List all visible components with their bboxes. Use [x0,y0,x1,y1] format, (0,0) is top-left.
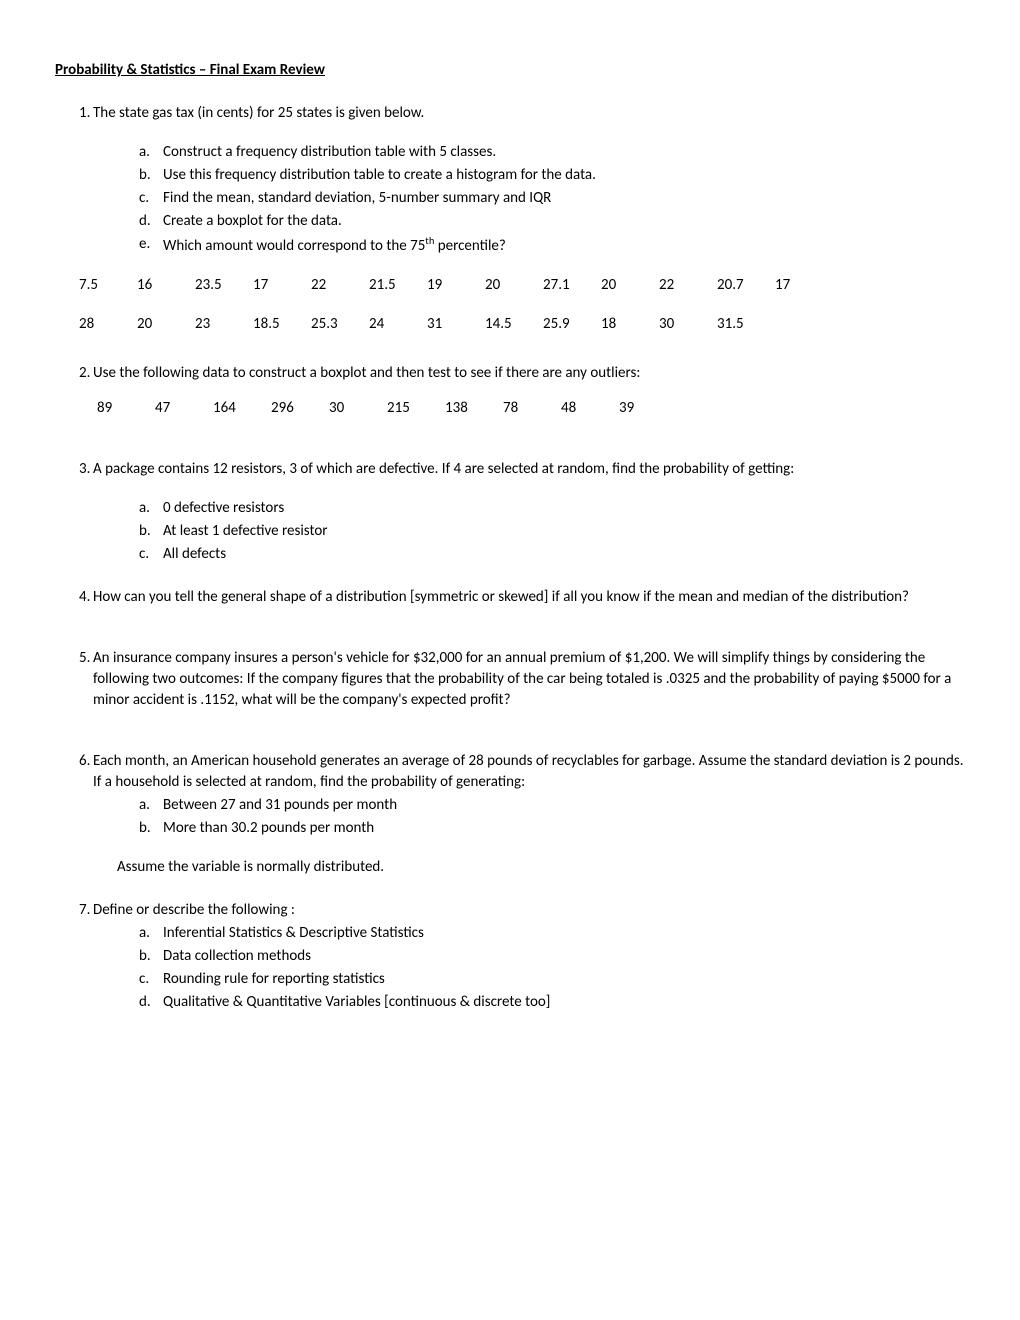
q6-number: 6. [55,751,85,793]
q1-sub-e-letter: e. [139,234,163,257]
q1-data-row-1: 7.5 16 23.5 17 22 21.5 19 20 27.1 20 22 … [79,275,965,296]
data-cell: 27.1 [543,275,601,296]
data-cell: 164 [213,398,271,419]
q2-data-row: 89 47 164 296 30 215 138 78 48 39 [97,398,965,419]
data-cell: 17 [253,275,311,296]
document-title: Probability & Statistics – Final Exam Re… [55,60,965,81]
data-cell: 138 [445,398,503,419]
q7-sub-b-text: Data collection methods [163,946,965,967]
question-4: 4. How can you tell the general shape of… [55,587,965,608]
question-2: 2. Use the following data to construct a… [55,363,965,419]
q7-sub-b-letter: b. [139,946,163,967]
q3-sub-c-letter: c. [139,544,163,565]
question-5: 5. An insurance company insures a person… [55,648,965,711]
q4-text: How can you tell the general shape of a … [85,587,965,608]
data-cell: 22 [659,275,717,296]
q3-sub-a-text: 0 defective resistors [163,498,965,519]
question-6: 6. Each month, an American household gen… [55,751,965,878]
data-cell: 39 [619,398,677,419]
data-cell: 89 [97,398,155,419]
q1-sub-a-text: Construct a frequency distribution table… [163,142,965,163]
data-cell: 31.5 [717,314,775,335]
q3-number: 3. [55,459,85,480]
q4-number: 4. [55,587,85,608]
q3-sub-b-letter: b. [139,521,163,542]
data-cell: 25.3 [311,314,369,335]
q7-sub-a-text: Inferential Statistics & Descriptive Sta… [163,923,965,944]
q7-sub-c-text: Rounding rule for reporting statistics [163,969,965,990]
q7-sub-d-letter: d. [139,992,163,1013]
data-cell: 19 [427,275,485,296]
data-cell: 30 [329,398,387,419]
q1-sub-b-text: Use this frequency distribution table to… [163,165,965,186]
data-cell: 22 [311,275,369,296]
q7-text: Define or describe the following : [85,900,965,921]
data-cell: 17 [775,275,833,296]
q1-number: 1. [55,103,85,124]
q1-sub-a-letter: a. [139,142,163,163]
q7-sub-d-text: Qualitative & Quantitative Variables [co… [163,992,965,1013]
q3-text: A package contains 12 resistors, 3 of wh… [85,459,965,480]
data-cell: 18.5 [253,314,311,335]
data-cell: 7.5 [79,275,137,296]
data-cell: 20 [485,275,543,296]
q1-data-row-2: 28 20 23 18.5 25.3 24 31 14.5 25.9 18 30… [79,314,965,335]
q6-note: Assume the variable is normally distribu… [117,857,965,878]
data-cell: 296 [271,398,329,419]
q6-text: Each month, an American household genera… [85,751,965,793]
q1-data-table: 7.5 16 23.5 17 22 21.5 19 20 27.1 20 22 … [79,275,965,335]
q1-sub-c-text: Find the mean, standard deviation, 5-num… [163,188,965,209]
data-cell: 20.7 [717,275,775,296]
data-cell: 23 [195,314,253,335]
q2-number: 2. [55,363,85,384]
data-cell: 215 [387,398,445,419]
data-cell: 21.5 [369,275,427,296]
q6-sub-a-text: Between 27 and 31 pounds per month [163,795,965,816]
q6-sub-a-letter: a. [139,795,163,816]
q1-text: The state gas tax (in cents) for 25 stat… [85,103,965,124]
question-7: 7. Define or describe the following : a.… [55,900,965,1013]
q2-text: Use the following data to construct a bo… [85,363,965,384]
q7-sub-c-letter: c. [139,969,163,990]
data-cell: 18 [601,314,659,335]
data-cell: 48 [561,398,619,419]
question-3: 3. A package contains 12 resistors, 3 of… [55,459,965,565]
data-cell: 23.5 [195,275,253,296]
q7-sub-a-letter: a. [139,923,163,944]
q3-sub-c-text: All defects [163,544,965,565]
data-cell: 20 [601,275,659,296]
q6-sub-b-letter: b. [139,818,163,839]
data-cell: 20 [137,314,195,335]
q1-sub-c-letter: c. [139,188,163,209]
q7-number: 7. [55,900,85,921]
q5-number: 5. [55,648,85,711]
q3-sub-a-letter: a. [139,498,163,519]
data-cell: 24 [369,314,427,335]
data-cell: 78 [503,398,561,419]
data-cell: 28 [79,314,137,335]
q6-sub-b-text: More than 30.2 pounds per month [163,818,965,839]
q1-sub-b-letter: b. [139,165,163,186]
q1-sub-e-text: Which amount would correspond to the 75t… [163,234,965,257]
data-cell: 25.9 [543,314,601,335]
data-cell: 31 [427,314,485,335]
data-cell: 47 [155,398,213,419]
data-cell: 30 [659,314,717,335]
q1-sub-d-letter: d. [139,211,163,232]
data-cell: 16 [137,275,195,296]
q5-text: An insurance company insures a person's … [85,648,965,711]
q3-sub-b-text: At least 1 defective resistor [163,521,965,542]
data-cell: 14.5 [485,314,543,335]
q1-sub-d-text: Create a boxplot for the data. [163,211,965,232]
question-1: 1. The state gas tax (in cents) for 25 s… [55,103,965,335]
